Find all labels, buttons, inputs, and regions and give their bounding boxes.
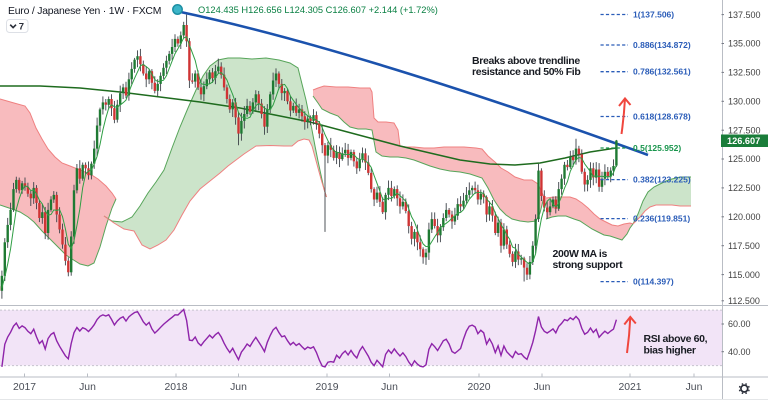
- svg-text:117.500: 117.500: [728, 241, 760, 251]
- svg-text:resistance and 50% Fib: resistance and 50% Fib: [472, 66, 580, 78]
- svg-text:0.5(125.952): 0.5(125.952): [633, 143, 681, 153]
- svg-text:115.000: 115.000: [728, 270, 760, 280]
- svg-text:130.000: 130.000: [728, 97, 761, 107]
- svg-text:2019: 2019: [315, 382, 338, 393]
- svg-text:O124.435 H126.656 L124.305 C12: O124.435 H126.656 L124.305 C126.607 +2.1…: [198, 5, 438, 15]
- svg-text:Jun: Jun: [381, 382, 398, 393]
- svg-text:0.236(119.851): 0.236(119.851): [633, 214, 690, 224]
- svg-text:0.786(132.561): 0.786(132.561): [633, 67, 691, 77]
- svg-text:135.000: 135.000: [728, 39, 761, 49]
- svg-text:137.500: 137.500: [728, 10, 761, 20]
- svg-text:2018: 2018: [164, 382, 187, 393]
- svg-text:122.500: 122.500: [728, 183, 761, 193]
- svg-text:2021: 2021: [618, 382, 641, 393]
- svg-text:Euro / Japanese Yen · 1W · FXC: Euro / Japanese Yen · 1W · FXCM: [8, 6, 161, 17]
- svg-text:125.000: 125.000: [728, 154, 761, 164]
- svg-text:0.382(123.225): 0.382(123.225): [633, 175, 691, 185]
- svg-text:Jun: Jun: [534, 382, 551, 393]
- svg-text:60.00: 60.00: [728, 319, 751, 329]
- svg-text:strong support: strong support: [553, 259, 624, 271]
- svg-text:120.000: 120.000: [728, 212, 761, 222]
- svg-text:0.618(128.678): 0.618(128.678): [633, 112, 691, 122]
- svg-text:RSI above 60,: RSI above 60,: [644, 333, 708, 345]
- svg-text:7: 7: [19, 22, 24, 33]
- svg-text:2020: 2020: [467, 382, 490, 393]
- svg-text:bias higher: bias higher: [644, 345, 696, 357]
- svg-text:0(114.397): 0(114.397): [633, 277, 674, 287]
- svg-text:112.500: 112.500: [728, 296, 760, 306]
- svg-text:40.00: 40.00: [728, 347, 751, 357]
- svg-text:Jun: Jun: [686, 382, 703, 393]
- svg-text:Jun: Jun: [230, 382, 247, 393]
- svg-text:132.500: 132.500: [728, 68, 761, 78]
- svg-text:2017: 2017: [13, 382, 36, 393]
- svg-text:127.500: 127.500: [728, 125, 761, 135]
- svg-text:0.886(134.872): 0.886(134.872): [633, 40, 691, 50]
- svg-text:Jun: Jun: [79, 382, 96, 393]
- svg-text:1(137.506): 1(137.506): [633, 10, 674, 20]
- svg-text:126.607: 126.607: [727, 136, 760, 146]
